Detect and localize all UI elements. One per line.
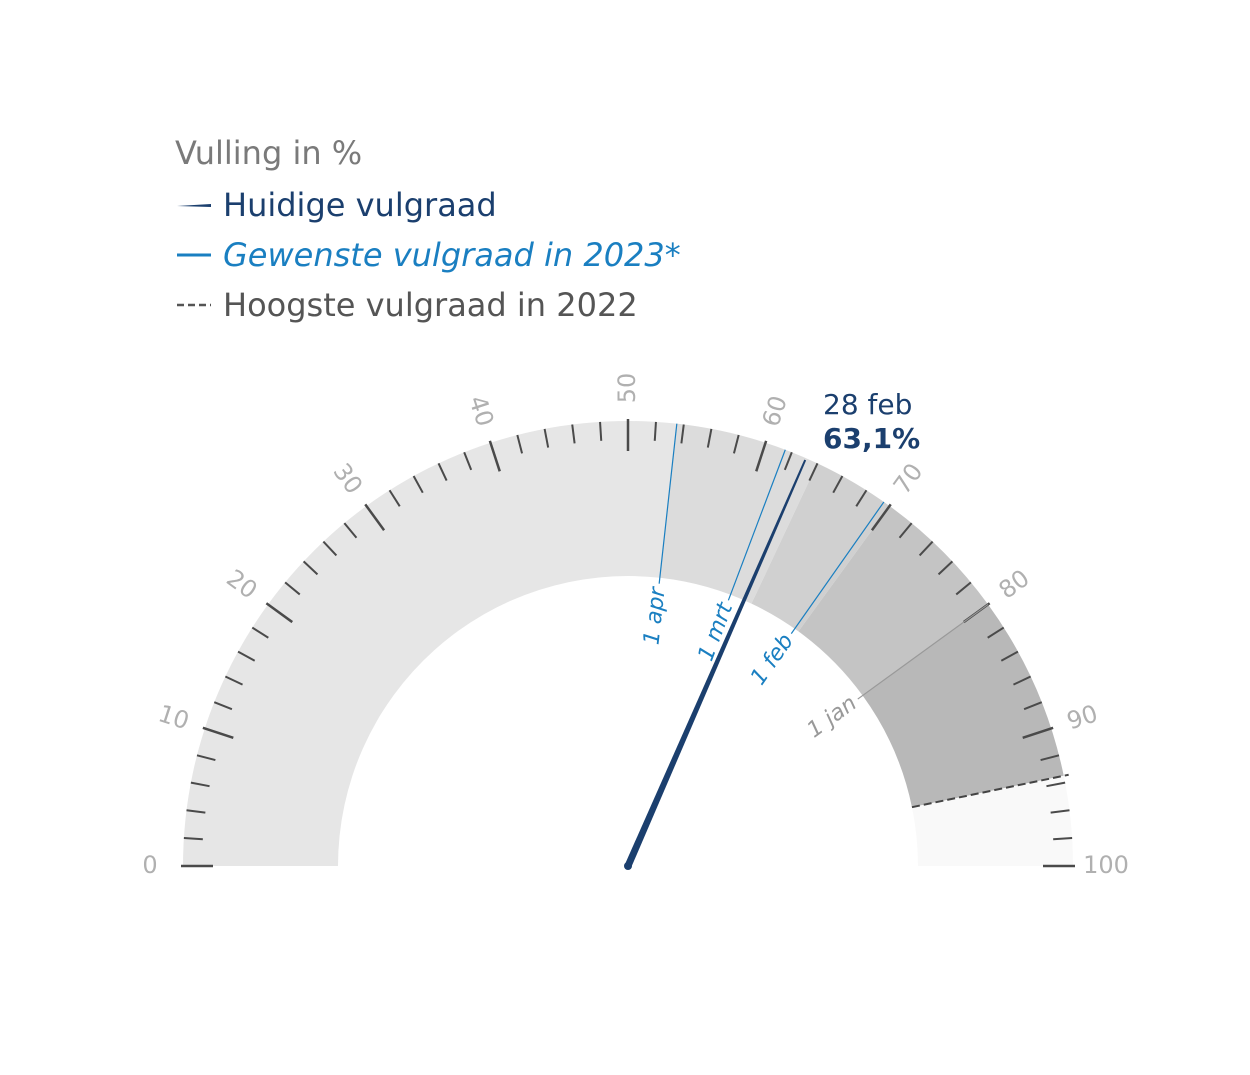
minor-tick [1053,837,1073,841]
minor-tick [183,837,203,841]
line-icon [177,253,211,257]
legend-label: Huidige vulgraad [223,186,497,224]
major-tick [870,503,892,531]
minor-tick [302,560,319,576]
minor-tick [987,626,1005,639]
minor-tick [1040,754,1060,762]
minor-tick [543,428,550,448]
legend-item-desired: Gewenste vulgraad in 2023* [175,230,681,280]
major-tick [1022,726,1054,739]
needle-icon [177,204,211,207]
desired-marker-label: 1 jan [803,691,862,743]
minor-tick [463,451,473,471]
major-tick [202,726,234,739]
dashed-line-icon [177,303,211,307]
desired-marker-label: 1 apr [639,584,670,646]
desired-marker-line [857,603,989,700]
minor-tick [322,540,338,557]
current-date-label: 28 feb [823,388,912,421]
tick-label: 90 [1063,699,1101,735]
minor-tick [284,581,301,596]
minor-tick [213,701,233,711]
desired-marker-line [790,501,885,634]
tick-label: 50 [613,373,641,404]
desired-marker-label: 1 feb [746,629,799,689]
minor-tick [653,421,657,441]
tick-label: 70 [888,458,929,499]
minor-tick [412,475,424,494]
minor-tick [1046,781,1066,788]
tick-label: 100 [1083,851,1129,879]
minor-tick [732,434,740,454]
minor-tick [1023,701,1043,711]
minor-tick [783,451,793,471]
gauge-band [183,421,677,866]
legend-label: Gewenste vulgraad in 2023* [223,236,681,274]
major-tick [488,440,501,472]
minor-tick [955,581,972,596]
minor-tick [224,675,243,686]
tick-label: 40 [463,392,499,430]
tick-label: 0 [142,851,157,879]
desired-marker-line [727,449,786,601]
minor-tick [343,522,358,539]
minor-tick [855,489,868,507]
minor-tick [808,462,819,481]
minor-tick [918,540,934,557]
current-value-label: 63,1% [823,422,920,455]
legend-item-current: Huidige vulgraad [175,180,681,230]
major-tick [755,440,768,472]
legend-label: Hoogste vulgraad in 2022 [223,286,638,324]
legend: Vulling in % Huidige vulgraad Gewenste v… [175,130,681,330]
gauge-band [751,463,890,632]
minor-tick [1000,650,1019,662]
minor-tick [680,424,685,444]
needle-pivot [624,862,632,870]
minor-tick [937,560,954,576]
chart-title: Vulling in % [175,134,363,172]
major-tick [364,503,386,531]
minor-tick [251,626,269,639]
desired-marker-line [658,423,678,584]
minor-tick [196,754,216,762]
minor-tick [237,650,256,662]
tick-label: 20 [221,564,262,605]
needle [624,459,807,868]
minor-tick [706,428,713,448]
minor-tick [388,489,401,507]
minor-tick [599,421,603,441]
minor-tick [190,781,210,788]
minor-tick [186,809,206,814]
gauge-band [911,775,1073,866]
minor-tick [1013,675,1032,686]
highest-2022-line [911,773,1069,809]
minor-tick [832,475,844,494]
tick-label: 60 [757,392,793,430]
tick-label: 10 [155,699,193,735]
minor-tick [437,462,448,481]
minor-tick [571,424,576,444]
minor-tick [898,522,913,539]
minor-tick [1050,809,1070,814]
tick-label: 80 [994,564,1035,605]
gauge-band [798,505,989,696]
tick-label: 30 [328,458,369,499]
minor-tick [516,434,524,454]
major-tick [265,602,293,624]
legend-item-highest: Hoogste vulgraad in 2022 [175,280,681,330]
